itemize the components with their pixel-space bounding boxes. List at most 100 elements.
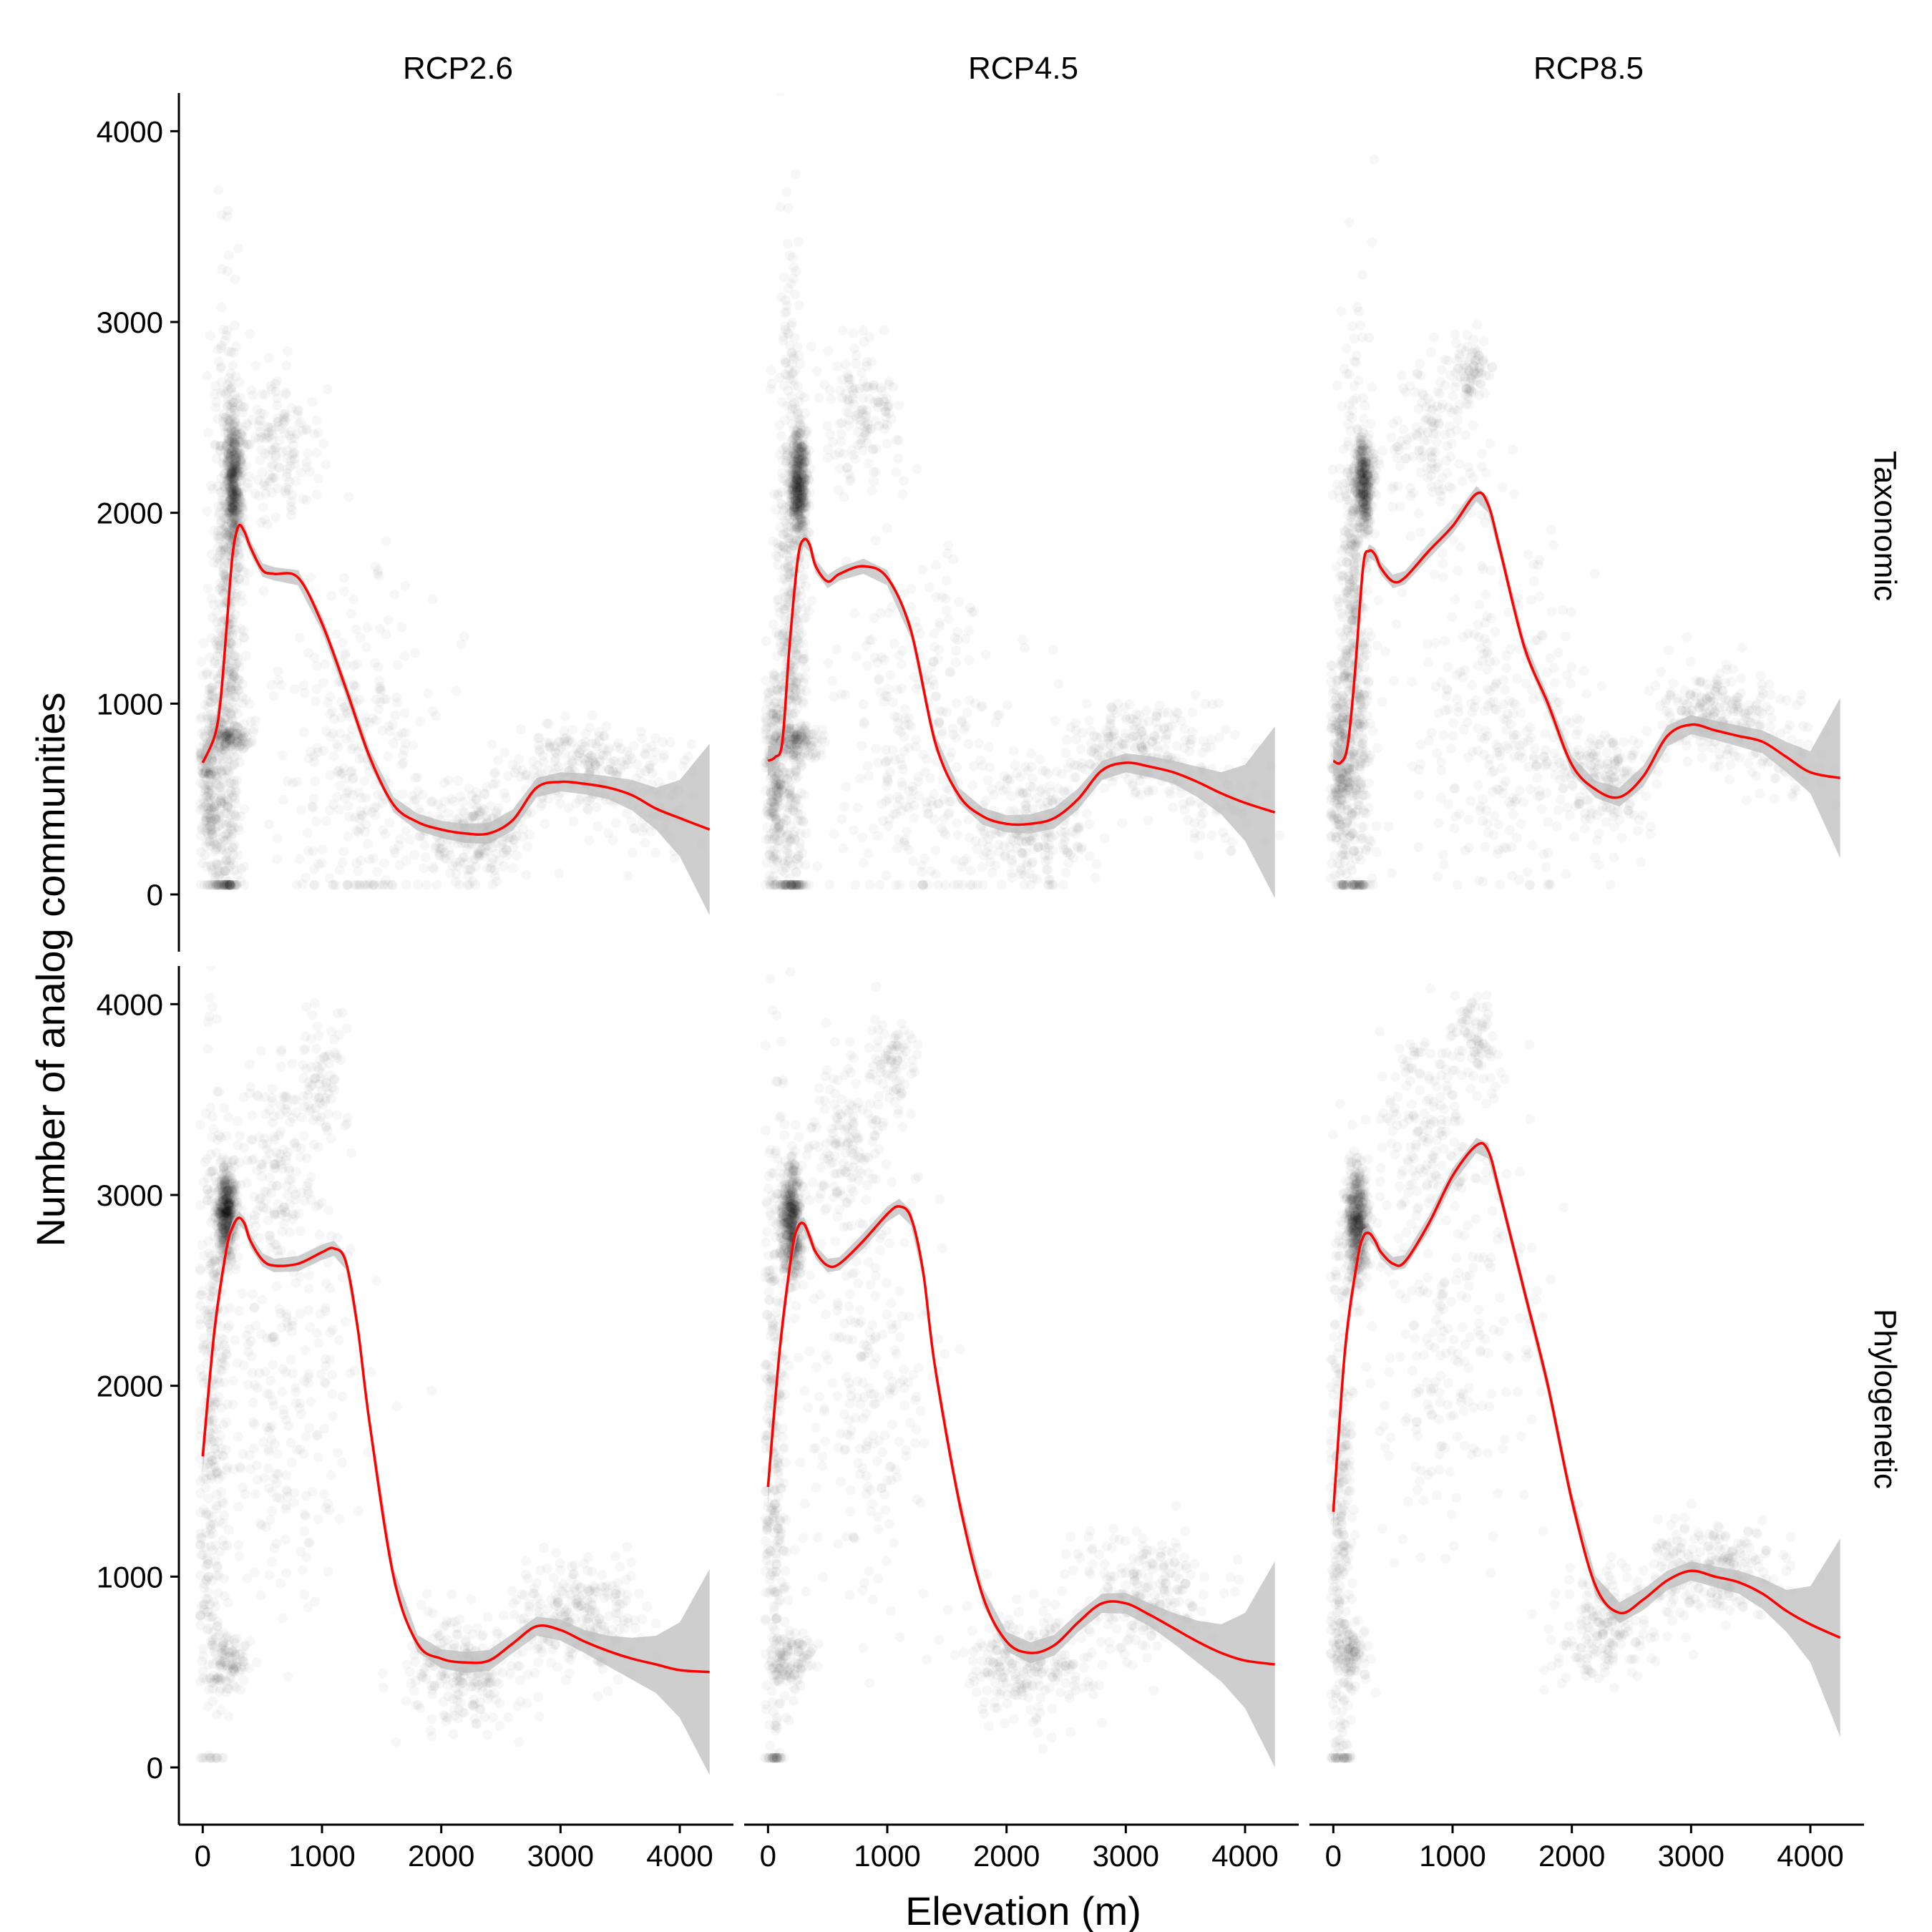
data-point xyxy=(781,307,791,317)
data-point xyxy=(499,748,509,758)
data-point xyxy=(781,325,791,335)
data-point xyxy=(584,835,594,845)
data-point xyxy=(791,681,801,691)
data-point xyxy=(775,373,785,383)
data-point xyxy=(280,416,291,426)
data-point xyxy=(867,486,877,496)
data-point xyxy=(885,767,895,777)
data-point xyxy=(452,686,462,696)
data-point xyxy=(789,662,799,672)
data-point xyxy=(924,582,935,592)
data-point xyxy=(920,767,930,777)
data-point xyxy=(429,864,439,874)
data-point xyxy=(665,737,675,747)
data-point xyxy=(997,880,1007,890)
data-point xyxy=(871,467,881,477)
data-point xyxy=(777,397,787,407)
data-point xyxy=(953,830,963,840)
data-point xyxy=(236,487,246,497)
data-point xyxy=(419,864,429,874)
data-point xyxy=(401,880,411,890)
data-point xyxy=(979,826,989,836)
data-point xyxy=(343,831,353,841)
data-point xyxy=(762,822,772,832)
data-point xyxy=(869,613,879,623)
data-point xyxy=(1064,858,1074,868)
data-point xyxy=(826,394,836,404)
data-point xyxy=(302,495,312,505)
data-point xyxy=(845,476,855,486)
data-point xyxy=(494,804,504,814)
data-point xyxy=(1194,851,1204,861)
data-point xyxy=(210,440,220,450)
data-point xyxy=(882,439,892,449)
data-point xyxy=(295,633,305,643)
data-point xyxy=(263,353,273,364)
data-point xyxy=(650,848,660,858)
data-point xyxy=(977,702,987,712)
data-point xyxy=(305,467,315,477)
data-point xyxy=(841,359,851,369)
data-point xyxy=(313,474,323,484)
data-point xyxy=(213,780,223,790)
data-point xyxy=(683,752,693,762)
data-point xyxy=(801,746,811,756)
data-point xyxy=(255,409,265,419)
data-point xyxy=(980,796,990,806)
data-point xyxy=(1164,786,1174,796)
data-point xyxy=(229,348,239,358)
data-point xyxy=(869,477,879,487)
data-point xyxy=(611,818,621,828)
data-point xyxy=(943,540,953,550)
data-point xyxy=(208,613,218,623)
data-point xyxy=(281,483,291,493)
data-point xyxy=(1085,819,1095,829)
data-point xyxy=(864,332,874,342)
data-point xyxy=(769,669,779,679)
data-point xyxy=(957,862,967,872)
data-point xyxy=(212,842,222,852)
data-point xyxy=(1218,827,1228,837)
data-point xyxy=(892,435,902,445)
data-point xyxy=(857,832,867,842)
data-point xyxy=(848,328,858,338)
data-point xyxy=(413,772,423,782)
data-point xyxy=(1152,734,1162,744)
data-point xyxy=(419,841,429,851)
data-point xyxy=(286,502,296,512)
data-point xyxy=(540,819,550,829)
data-point xyxy=(560,711,570,721)
data-point xyxy=(400,581,410,591)
data-point xyxy=(1084,716,1094,726)
data-point xyxy=(791,453,801,463)
data-point xyxy=(397,623,407,633)
data-point xyxy=(894,401,904,411)
data-point xyxy=(951,658,961,668)
data-point xyxy=(281,361,291,371)
data-point xyxy=(1184,746,1194,756)
data-point xyxy=(1030,832,1040,842)
data-point xyxy=(331,629,341,639)
data-point xyxy=(841,781,851,791)
data-point xyxy=(904,713,914,723)
data-point xyxy=(908,856,918,866)
data-point xyxy=(405,835,415,845)
data-point xyxy=(814,393,824,403)
data-point xyxy=(1075,744,1085,754)
data-point xyxy=(628,848,638,858)
data-point xyxy=(931,560,941,570)
data-point xyxy=(798,848,808,858)
data-point xyxy=(346,609,356,619)
data-point xyxy=(801,613,811,623)
data-point xyxy=(270,386,280,396)
data-point xyxy=(338,638,348,648)
data-point xyxy=(1100,833,1110,843)
data-point xyxy=(354,880,364,890)
data-point xyxy=(569,816,579,826)
data-point xyxy=(205,698,215,708)
data-point xyxy=(292,880,302,890)
data-point xyxy=(630,824,640,834)
data-point xyxy=(318,678,328,688)
data-point xyxy=(791,587,801,597)
data-point xyxy=(348,680,358,690)
